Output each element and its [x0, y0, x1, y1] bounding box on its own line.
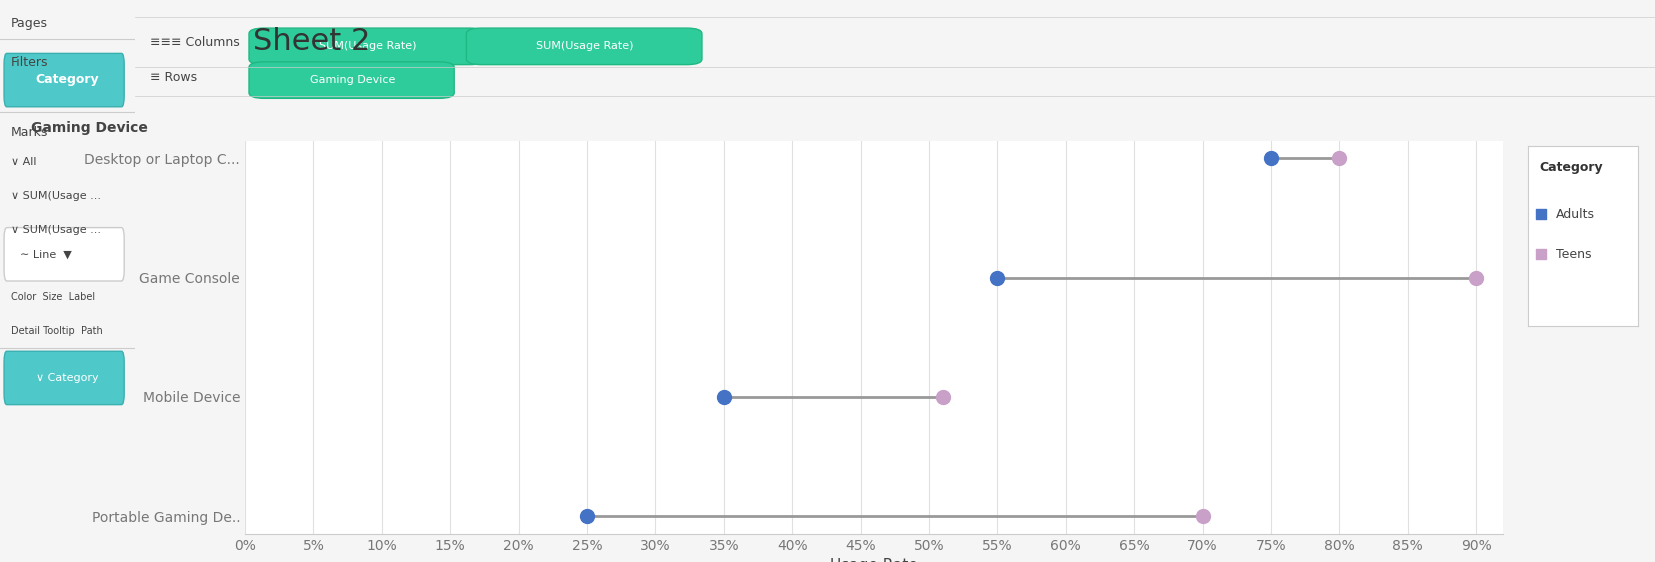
Text: ≡≡≡ Columns: ≡≡≡ Columns	[151, 35, 240, 49]
Text: ≡ Rows: ≡ Rows	[151, 71, 197, 84]
Text: Gaming Device: Gaming Device	[31, 121, 147, 135]
Point	[985, 273, 1011, 282]
Text: ∨ All: ∨ All	[12, 157, 36, 167]
Text: SUM(Usage Rate): SUM(Usage Rate)	[536, 41, 634, 51]
X-axis label: Usage Rate: Usage Rate	[831, 558, 919, 562]
Point	[1326, 154, 1352, 163]
Point	[574, 511, 601, 520]
Text: Filters: Filters	[12, 56, 48, 69]
FancyBboxPatch shape	[467, 28, 702, 65]
FancyBboxPatch shape	[3, 351, 124, 405]
Text: ∼ Line  ▼: ∼ Line ▼	[20, 250, 73, 260]
Text: Marks: Marks	[12, 126, 48, 139]
Text: Adults: Adults	[1556, 208, 1595, 221]
Text: Pages: Pages	[12, 17, 48, 30]
FancyBboxPatch shape	[3, 228, 124, 281]
Text: SUM(Usage Rate): SUM(Usage Rate)	[319, 41, 417, 51]
Point	[710, 392, 736, 401]
Point	[1258, 154, 1284, 163]
Point	[1190, 511, 1216, 520]
Point	[930, 392, 957, 401]
FancyBboxPatch shape	[248, 62, 453, 98]
Text: Teens: Teens	[1556, 247, 1592, 261]
FancyBboxPatch shape	[248, 28, 485, 65]
Text: Category: Category	[1539, 161, 1604, 174]
Text: Gaming Device: Gaming Device	[309, 75, 396, 85]
Text: Detail Tooltip  Path: Detail Tooltip Path	[12, 326, 103, 336]
Text: Color  Size  Label: Color Size Label	[12, 292, 94, 302]
Text: ∨ SUM(Usage ...: ∨ SUM(Usage ...	[12, 191, 101, 201]
Point	[1463, 273, 1490, 282]
FancyBboxPatch shape	[3, 53, 124, 107]
Text: Category: Category	[36, 73, 99, 87]
Text: ∨ Category: ∨ Category	[36, 373, 99, 383]
Text: ∨ SUM(Usage ...: ∨ SUM(Usage ...	[12, 225, 101, 235]
Text: Sheet 2: Sheet 2	[253, 27, 371, 56]
